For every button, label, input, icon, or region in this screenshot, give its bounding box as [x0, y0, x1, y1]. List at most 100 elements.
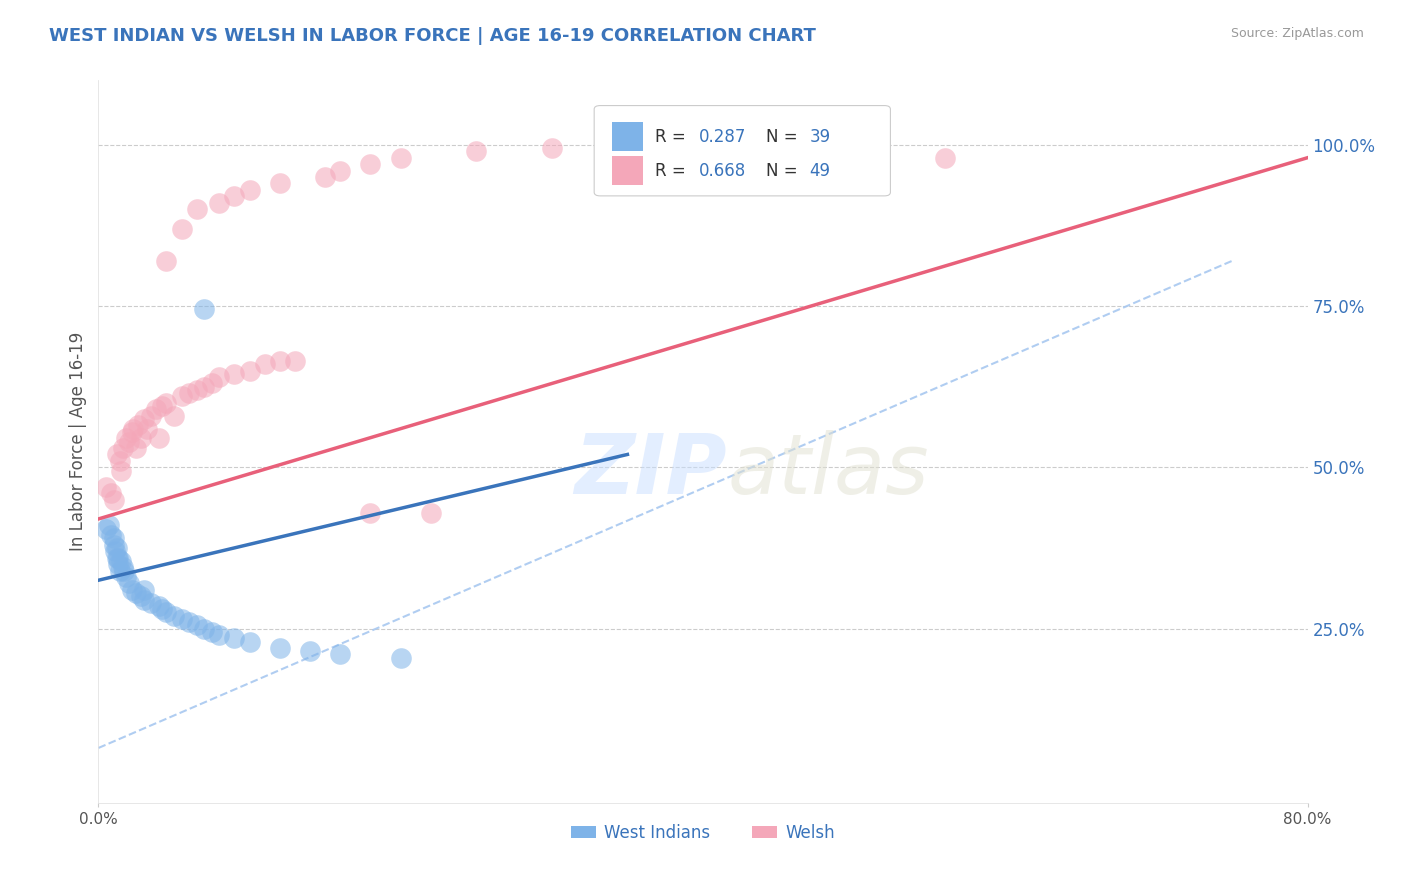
Text: R =: R = — [655, 161, 690, 179]
Point — [129, 431, 152, 445]
Point — [269, 354, 291, 368]
Point — [389, 151, 412, 165]
Point — [224, 367, 246, 381]
Point — [465, 145, 488, 159]
Point — [114, 431, 136, 445]
Point — [107, 557, 129, 571]
Point — [132, 582, 155, 597]
Point — [239, 183, 262, 197]
Point — [107, 550, 129, 565]
Bar — [613, 156, 643, 185]
Point — [110, 464, 132, 478]
Text: N =: N = — [766, 161, 803, 179]
Point — [201, 624, 224, 639]
Point — [360, 506, 382, 520]
Point — [110, 554, 132, 568]
Point — [125, 441, 148, 455]
Point — [269, 177, 291, 191]
Point — [186, 618, 208, 632]
Point — [224, 189, 246, 203]
Point — [112, 564, 135, 578]
Text: WEST INDIAN VS WELSH IN LABOR FORCE | AGE 16-19 CORRELATION CHART: WEST INDIAN VS WELSH IN LABOR FORCE | AG… — [49, 27, 815, 45]
Point — [329, 163, 352, 178]
Text: ZIP: ZIP — [575, 430, 727, 511]
Point — [121, 582, 143, 597]
Text: 0.668: 0.668 — [699, 161, 747, 179]
Point — [540, 141, 562, 155]
Text: 0.287: 0.287 — [699, 128, 747, 145]
Point — [208, 195, 231, 210]
Point — [94, 480, 117, 494]
Point — [155, 254, 177, 268]
Text: atlas: atlas — [727, 430, 929, 511]
Point — [100, 486, 122, 500]
Point — [193, 622, 215, 636]
Point — [141, 409, 163, 423]
Point — [105, 550, 128, 565]
Point — [239, 363, 262, 377]
Point — [129, 590, 152, 604]
Point — [224, 632, 246, 646]
Point — [94, 522, 117, 536]
Point — [186, 383, 208, 397]
Point — [170, 612, 193, 626]
Text: 39: 39 — [810, 128, 831, 145]
Point — [150, 399, 173, 413]
Text: R =: R = — [655, 128, 690, 145]
Point — [179, 386, 201, 401]
Point — [104, 544, 127, 558]
Point — [253, 357, 276, 371]
Y-axis label: In Labor Force | Age 16-19: In Labor Force | Age 16-19 — [69, 332, 87, 551]
Point — [103, 538, 125, 552]
Point — [179, 615, 201, 630]
Point — [105, 447, 128, 461]
Point — [121, 425, 143, 439]
Point — [934, 151, 956, 165]
Text: N =: N = — [766, 128, 803, 145]
Point — [125, 586, 148, 600]
FancyBboxPatch shape — [595, 105, 890, 196]
Legend: West Indians, Welsh: West Indians, Welsh — [564, 817, 842, 848]
Point — [132, 412, 155, 426]
Bar — [613, 122, 643, 151]
Point — [269, 640, 291, 655]
Point — [111, 560, 134, 574]
Point — [118, 576, 141, 591]
Point — [208, 370, 231, 384]
Point — [118, 434, 141, 449]
Point — [299, 644, 322, 658]
Point — [148, 599, 170, 613]
Point — [193, 302, 215, 317]
Point — [186, 202, 208, 217]
Point — [103, 492, 125, 507]
Point — [114, 570, 136, 584]
Point — [163, 409, 186, 423]
Point — [141, 596, 163, 610]
Point — [163, 608, 186, 623]
Point — [108, 564, 131, 578]
Point — [208, 628, 231, 642]
Point — [239, 634, 262, 648]
Point — [145, 402, 167, 417]
Point — [360, 157, 382, 171]
Point — [105, 541, 128, 555]
Point — [389, 650, 412, 665]
Point — [122, 422, 145, 436]
Point — [103, 531, 125, 545]
Point — [284, 354, 307, 368]
Point — [108, 454, 131, 468]
Point — [193, 380, 215, 394]
Point — [155, 606, 177, 620]
Point — [155, 396, 177, 410]
Point — [150, 602, 173, 616]
Point — [100, 528, 122, 542]
Point — [420, 506, 443, 520]
Point — [111, 441, 134, 455]
Point — [135, 422, 157, 436]
Point — [170, 389, 193, 403]
Point — [98, 518, 121, 533]
Text: Source: ZipAtlas.com: Source: ZipAtlas.com — [1230, 27, 1364, 40]
Point — [148, 431, 170, 445]
Point — [170, 221, 193, 235]
Text: 49: 49 — [810, 161, 831, 179]
